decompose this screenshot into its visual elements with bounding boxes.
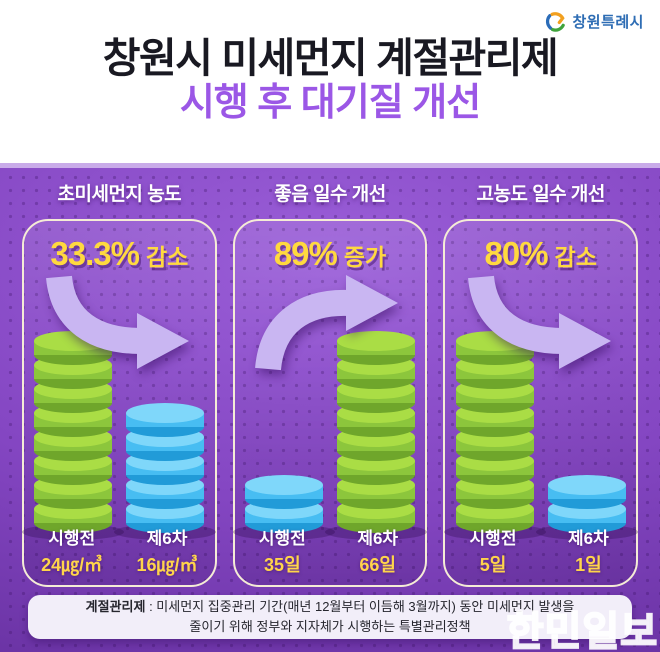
trend-arrow-up-icon	[248, 273, 412, 373]
panel-title: 고농도 일수 개선	[476, 184, 605, 205]
trend-arrow-down-icon	[37, 273, 201, 373]
city-logo: 창원특례시	[544, 10, 644, 33]
chart-label-before: 시행전 35일	[258, 529, 306, 575]
change-stat: 80% 감소	[445, 235, 636, 273]
chart-label-before: 시행전 24㎍/㎥	[41, 529, 103, 575]
coin-bar-chart	[233, 331, 427, 540]
definition-box: 계절관리제 : 미세먼지 집중관리 기간(매년 12월부터 이듬해 3월까지) …	[28, 595, 632, 639]
panel-title: 초미세먼지 농도	[57, 184, 182, 205]
chart-labels: 시행전 5일 제6차 1일	[445, 524, 636, 577]
press-watermark: 한민일보	[506, 609, 658, 652]
coin-bar-chart	[443, 331, 638, 540]
definition-line1: 계절관리제 : 미세먼지 집중관리 기간(매년 12월부터 이듬해 3월까지) …	[85, 598, 575, 614]
change-value: 80%	[484, 235, 548, 272]
chart-label-before: 시행전 5일	[469, 529, 517, 575]
change-label: 증가	[343, 244, 387, 270]
city-logo-text: 창원특례시	[572, 14, 644, 31]
panel-good-days: 좋음 일수 개선 89% 증가 시행전 35일	[232, 179, 428, 587]
panel-card: 89% 증가 시행전 35일 제6차 66	[232, 219, 428, 587]
page-title: 창원시 미세먼지 계절관리제	[102, 35, 559, 81]
panel-card: 80% 감소 시행전 5일 제6차 1일	[443, 219, 639, 587]
definition-line2: 줄이기 위해 정부와 지자체가 시행하는 특별관리정책	[189, 619, 471, 634]
change-stat: 89% 증가	[235, 235, 426, 273]
panel-title: 좋음 일수 개선	[274, 184, 386, 205]
city-swirl-icon	[546, 12, 566, 32]
panel-card: 33.3% 감소 시행전 24㎍/㎥ 제6차	[22, 219, 217, 587]
trend-arrow-down-icon	[459, 273, 623, 373]
change-stat: 33.3% 감소	[24, 235, 215, 273]
chart-label-after: 제6차 16㎍/㎥	[136, 529, 198, 575]
change-value: 33.3%	[50, 235, 140, 272]
panel-pm25: 초미세먼지 농도 33.3% 감소 시행전 24㎍/㎥	[22, 179, 217, 587]
change-label: 감소	[145, 244, 189, 270]
stage-background: 초미세먼지 농도 33.3% 감소 시행전 24㎍/㎥	[0, 163, 660, 652]
panels-row: 초미세먼지 농도 33.3% 감소 시행전 24㎍/㎥	[0, 179, 660, 587]
coin-bar-chart	[22, 331, 217, 540]
chart-labels: 시행전 35일 제6차 66일	[235, 524, 426, 577]
chart-label-after: 제6차 1일	[567, 529, 609, 575]
change-label: 감소	[554, 244, 597, 270]
panel-high-days: 고농도 일수 개선 80% 감소 시행전 5일	[443, 179, 639, 587]
change-value: 89%	[273, 235, 338, 272]
definition-term: 계절관리제	[85, 598, 146, 614]
stage-top-strip	[0, 163, 660, 168]
chart-labels: 시행전 24㎍/㎥ 제6차 16㎍/㎥	[24, 524, 215, 577]
page-subtitle: 시행 후 대기질 개선	[179, 82, 481, 125]
chart-label-after: 제6차 66일	[357, 529, 399, 575]
